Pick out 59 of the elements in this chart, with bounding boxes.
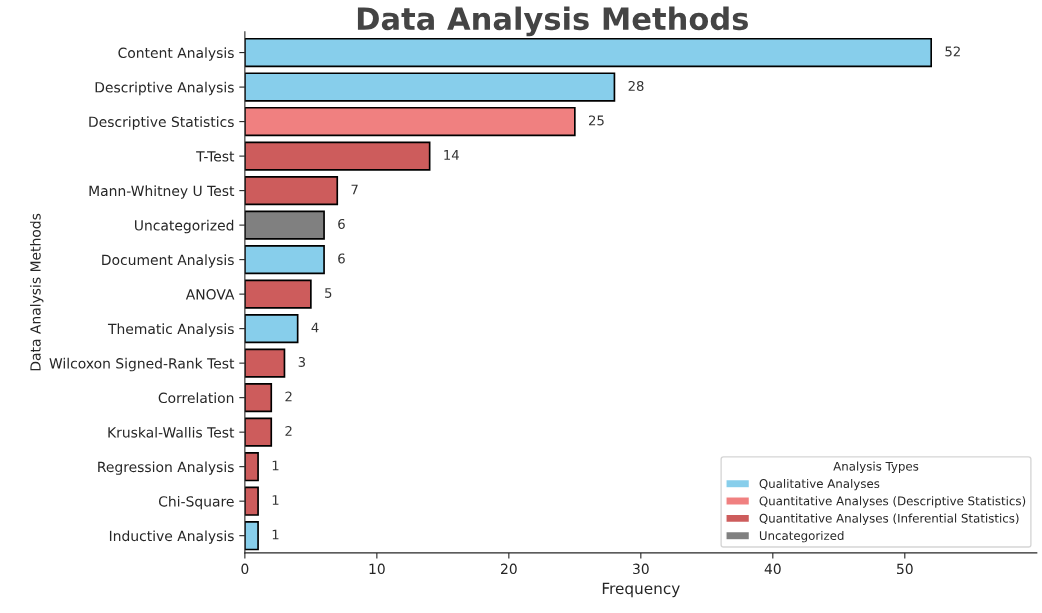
legend-title: Analysis Types <box>833 461 919 473</box>
y-tick-label: Mann-Whitney U Test <box>89 185 235 199</box>
data-label: 2 <box>285 426 292 436</box>
bar <box>244 486 259 516</box>
bar <box>244 383 273 413</box>
y-tick-label: Descriptive Statistics <box>89 116 234 130</box>
bar <box>244 452 259 482</box>
data-label: 25 <box>589 115 604 126</box>
legend-label: Quantitative Analyses (Inferential Statistics) <box>759 513 1019 525</box>
data-label: 1 <box>272 529 279 540</box>
bar <box>244 244 325 275</box>
x-axis-title: Frequency <box>602 582 680 598</box>
legend-label: Uncategorized <box>759 530 844 543</box>
y-tick-label: Content Analysis <box>118 47 234 61</box>
x-tick-label: 30 <box>633 563 649 575</box>
bar <box>244 37 933 68</box>
y-tick-label: Document Analysis <box>102 254 234 268</box>
data-label: 6 <box>338 253 345 264</box>
bar <box>244 175 339 206</box>
y-tick-label: Inductive Analysis <box>109 530 234 544</box>
bar <box>244 313 299 344</box>
bar <box>244 106 576 137</box>
x-tick-label: 0 <box>241 563 249 575</box>
legend-label: Quantitative Analyses (Descriptive Statistics) <box>759 496 1026 508</box>
data-label: 6 <box>338 218 345 229</box>
legend-label: Qualitative Analyses <box>759 478 880 491</box>
data-label: 14 <box>444 150 459 160</box>
y-tick-label: T-Test <box>196 151 235 162</box>
x-tick-label: 20 <box>501 563 517 575</box>
y-tick-label: Kruskal-Wallis Test <box>108 426 235 438</box>
y-tick-label: Correlation <box>158 392 234 404</box>
bar <box>244 141 431 171</box>
y-axis-title: Data Analysis Methods <box>29 213 44 371</box>
chart-title: Data Analysis Methods <box>357 6 748 37</box>
y-tick-label: Uncategorized <box>135 219 234 234</box>
x-tick-label: 40 <box>764 563 781 575</box>
bar <box>244 348 286 378</box>
data-label: 5 <box>325 288 332 298</box>
bar <box>244 417 273 447</box>
data-label: 52 <box>945 46 960 57</box>
bar <box>244 72 616 102</box>
data-label: 1 <box>272 495 279 505</box>
data-label: 2 <box>285 391 292 402</box>
data-label: 28 <box>628 80 644 91</box>
y-tick-label: Regression Analysis <box>98 461 234 475</box>
bar <box>244 279 312 309</box>
y-tick-label: Wilcoxon Signed-Rank Test <box>49 357 235 372</box>
x-tick-label: 10 <box>369 563 385 575</box>
x-tick-label: 50 <box>897 563 913 575</box>
data-label: 4 <box>311 322 319 333</box>
bar <box>244 210 325 240</box>
y-tick-label: Chi-Square <box>158 495 234 510</box>
bar <box>244 521 259 551</box>
data-label: 7 <box>351 184 358 195</box>
data-label: 3 <box>298 356 305 367</box>
data-label: 1 <box>272 460 279 471</box>
y-tick-label: Descriptive Analysis <box>95 81 234 96</box>
y-tick-label: Thematic Analysis <box>107 323 234 337</box>
y-tick-label: ANOVA <box>185 289 235 300</box>
